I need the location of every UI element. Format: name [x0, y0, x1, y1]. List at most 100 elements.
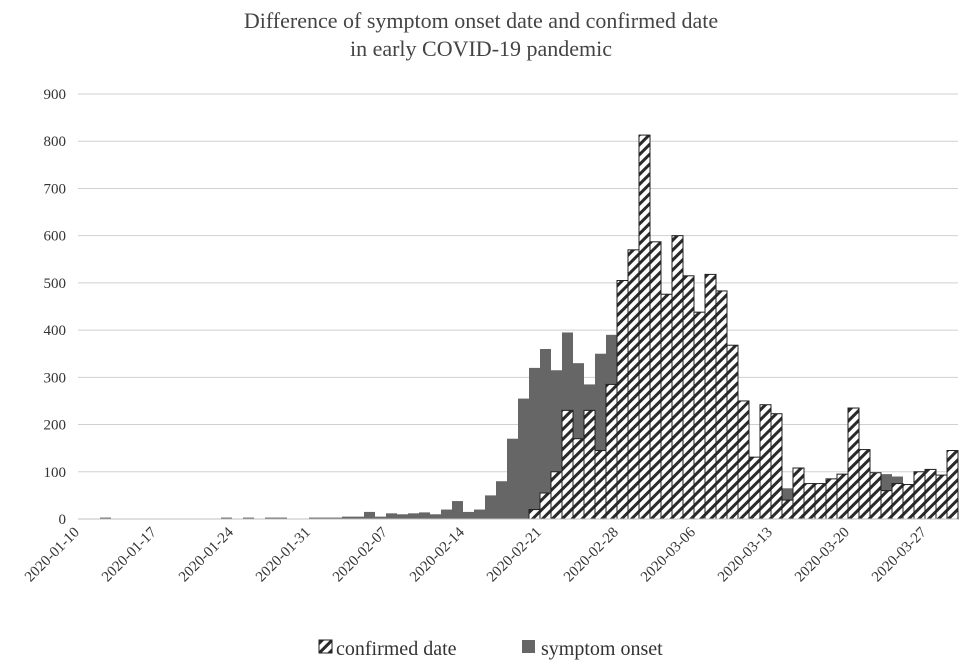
- y-tick-label: 500: [44, 276, 67, 292]
- confirmed-date-bar: [649, 241, 662, 520]
- confirmed-date-bar: [869, 472, 882, 520]
- confirmed-date-bar: [550, 471, 563, 520]
- symptom-onset-bar: [441, 509, 452, 519]
- confirmed-date-bar: [792, 467, 805, 520]
- confirmed-date-series: [528, 134, 959, 520]
- legend-onset-label: symptom onset: [541, 638, 663, 660]
- chart-title-line-2: in early COVID-19 pandemic: [350, 36, 612, 61]
- confirmed-date-bar: [682, 275, 695, 520]
- confirmed-date-bar: [572, 438, 585, 520]
- confirmed-date-bar: [539, 492, 552, 520]
- symptom-onset-bar: [474, 509, 485, 519]
- symptom-onset-bar: [540, 349, 551, 519]
- confirmed-date-bar: [594, 450, 607, 520]
- confirmed-date-bar: [616, 280, 629, 520]
- symptom-onset-bar: [386, 513, 397, 519]
- confirmed-date-bar: [770, 413, 783, 520]
- symptom-onset-bar: [353, 516, 364, 519]
- symptom-onset-bar: [221, 517, 232, 519]
- confirmed-date-bar: [836, 473, 849, 520]
- confirmed-date-bar: [759, 404, 772, 520]
- confirmed-date-bar: [693, 311, 706, 520]
- confirmed-date-bar: [825, 478, 838, 520]
- symptom-onset-bar: [276, 517, 287, 519]
- symptom-onset-bar: [430, 514, 441, 519]
- confirmed-date-bar: [847, 407, 860, 520]
- confirmed-date-bar: [913, 471, 926, 520]
- chart-title-line-1: Difference of symptom onset date and con…: [244, 8, 718, 33]
- symptom-onset-bar: [100, 517, 111, 519]
- confirmed-date-bar: [814, 483, 827, 520]
- gridlines: [78, 93, 958, 473]
- x-tick-label: 2020-03-13: [715, 525, 776, 586]
- confirmed-date-bar: [935, 474, 948, 520]
- x-tick-label: 2020-01-24: [176, 524, 237, 585]
- symptom-onset-bar: [452, 501, 463, 519]
- legend-onset-swatch: [522, 640, 535, 653]
- confirmed-date-bar: [737, 400, 750, 520]
- x-tick-label: 2020-01-31: [253, 525, 314, 586]
- legend-confirmed-label: confirmed date: [336, 638, 457, 660]
- confirmed-date-bar: [924, 468, 937, 520]
- y-tick-label: 800: [44, 134, 67, 150]
- y-tick-label: 0: [59, 512, 67, 528]
- symptom-onset-bar: [342, 516, 353, 519]
- x-tick-label: 2020-01-10: [22, 525, 83, 586]
- x-tick-label: 2020-02-28: [561, 525, 622, 586]
- confirmed-date-bar: [561, 409, 574, 520]
- symptom-onset-bar: [408, 513, 419, 519]
- symptom-onset-bar: [529, 367, 540, 519]
- symptom-onset-bar: [518, 398, 529, 519]
- y-tick-label: 300: [44, 370, 67, 386]
- confirmed-date-bar: [583, 409, 596, 520]
- symptom-onset-bar: [419, 512, 430, 519]
- symptom-onset-bar: [507, 438, 518, 519]
- confirmed-date-bar: [946, 450, 959, 520]
- confirmed-date-bar: [781, 499, 794, 520]
- y-tick-label: 600: [44, 229, 67, 245]
- y-tick-label: 700: [44, 181, 67, 197]
- symptom-onset-bar: [364, 511, 375, 519]
- x-tick-label: 2020-02-14: [407, 524, 468, 585]
- confirmed-date-bar: [748, 456, 761, 520]
- x-axis: 2020-01-10 2020-01-17 2020-01-24 2020-01-31…: [22, 524, 930, 585]
- symptom-onset-bar: [397, 514, 408, 519]
- x-tick-label: 2020-03-20: [792, 525, 853, 586]
- confirmed-date-bar: [902, 484, 915, 520]
- x-tick-label: 2020-01-17: [99, 524, 160, 585]
- confirmed-date-bar: [528, 509, 541, 520]
- symptom-onset-bar: [551, 370, 562, 519]
- y-tick-label: 200: [44, 418, 67, 434]
- y-axis: 0 100 200 300 400 500 600 700 800 900: [44, 87, 67, 528]
- confirmed-date-bar: [715, 290, 728, 520]
- legend-confirmed-swatch: [318, 639, 333, 654]
- symptom-onset-bar: [320, 517, 331, 519]
- symptom-onset-bar: [463, 511, 474, 519]
- confirmed-date-bar: [726, 344, 739, 520]
- x-tick-label: 2020-02-21: [484, 525, 545, 586]
- symptom-onset-bar: [496, 481, 507, 519]
- legend: confirmed date symptom onset: [318, 638, 663, 660]
- symptom-onset-bar: [595, 353, 606, 519]
- confirmed-date-bar: [671, 235, 684, 520]
- confirmed-date-bar: [627, 249, 640, 520]
- confirmed-date-bar: [605, 383, 618, 520]
- symptom-onset-bar: [331, 517, 342, 519]
- confirmed-date-bar: [880, 490, 893, 520]
- symptom-onset-bar: [309, 517, 320, 519]
- confirmed-date-bar: [858, 449, 871, 520]
- confirmed-date-bar: [704, 273, 717, 520]
- symptom-onset-bar: [485, 495, 496, 519]
- symptom-onset-bar: [243, 517, 254, 519]
- y-tick-label: 400: [44, 323, 67, 339]
- x-tick-label: 2020-02-07: [330, 524, 391, 585]
- confirmed-date-bar: [803, 483, 816, 520]
- y-tick-label: 900: [44, 87, 67, 103]
- x-tick-label: 2020-03-06: [638, 524, 699, 585]
- symptom-onset-bar: [265, 517, 276, 519]
- x-tick-label: 2020-03-27: [869, 524, 930, 585]
- y-tick-label: 100: [44, 465, 67, 481]
- confirmed-date-bar: [891, 483, 904, 520]
- symptom-onset-bar: [375, 516, 386, 519]
